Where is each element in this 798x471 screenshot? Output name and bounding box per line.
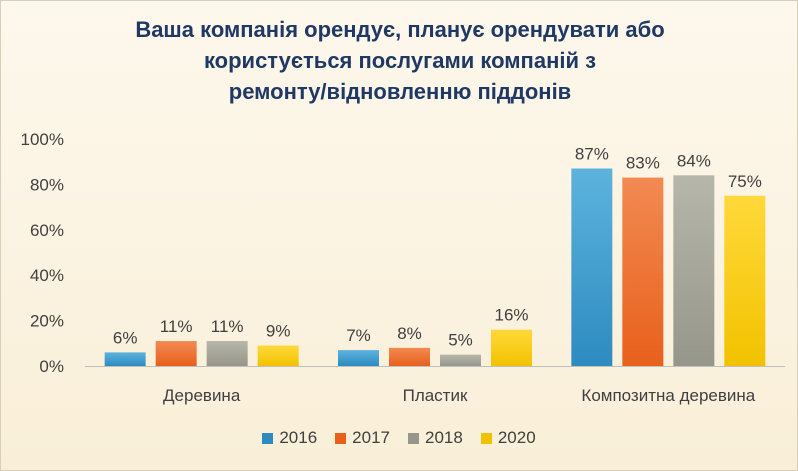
bar-2016-2 <box>571 168 613 366</box>
legend-label-2020: 2020 <box>497 428 536 447</box>
y-tick-label: 0% <box>39 357 64 376</box>
legend-label-2017: 2017 <box>352 428 390 447</box>
bar-2016-1 <box>338 350 379 366</box>
data-label-2020-1: 16% <box>494 306 528 325</box>
bar-2020-2 <box>724 195 766 366</box>
bar-2020-1 <box>491 329 532 366</box>
legend-item-2018: 2018 <box>408 428 463 448</box>
x-category-label: Композитна деревина <box>581 386 755 405</box>
bar-2017-2 <box>622 177 664 366</box>
x-category-label: Деревина <box>163 386 241 405</box>
y-tick-label: 40% <box>30 266 64 285</box>
chart-title-line-1: Ваша компанія орендує, планує орендувати… <box>135 17 665 42</box>
data-label-2016-1: 7% <box>346 326 371 345</box>
legend: 2016 2017 2018 2020 <box>0 428 798 448</box>
data-label-2017-2: 83% <box>626 154 660 173</box>
y-tick-label: 80% <box>30 175 64 194</box>
y-axis: 0% 20% 40% 60% 80% 100% <box>21 130 64 376</box>
legend-swatch-2018 <box>408 432 419 444</box>
data-label-2018-1: 5% <box>448 331 473 350</box>
legend-swatch-2020 <box>480 432 492 444</box>
data-label-2018-2: 84% <box>677 151 711 170</box>
x-axis: Деревина Пластик Композитна деревина <box>85 366 785 405</box>
bars: 6% 11% 11% 9% 7% 8% 5% 16% 87% 83% 84% 75% <box>104 145 766 366</box>
y-tick-label: 100% <box>21 130 64 149</box>
bar-2018-0 <box>206 341 248 366</box>
data-label-2017-1: 8% <box>397 324 422 343</box>
chart-title: Ваша компанія орендує, планує орендувати… <box>60 14 740 107</box>
bar-2016-0 <box>104 352 146 366</box>
data-label-2017-0: 11% <box>160 317 193 336</box>
legend-label-2018: 2018 <box>425 428 463 447</box>
legend-label-2016: 2016 <box>279 428 318 447</box>
legend-item-2016: 2016 <box>262 428 317 448</box>
bar-2020-0 <box>257 345 299 366</box>
legend-swatch-2017 <box>335 432 347 444</box>
chart-title-line-2: користується послугами компаній з <box>203 48 597 73</box>
bar-2017-1 <box>389 347 430 366</box>
data-label-2018-0: 11% <box>211 317 244 336</box>
data-label-2020-0: 9% <box>266 322 291 341</box>
data-label-2016-0: 6% <box>113 328 138 347</box>
data-label-2016-2: 87% <box>575 145 609 164</box>
legend-item-2020: 2020 <box>480 428 536 448</box>
bar-2017-0 <box>155 341 197 366</box>
legend-swatch-2016 <box>262 432 274 444</box>
chart-title-line-3: ремонту/відновленню піддонів <box>228 79 572 104</box>
x-category-label: Пластик <box>403 386 468 405</box>
data-label-2020-2: 75% <box>728 172 762 191</box>
bar-2018-1 <box>440 354 481 366</box>
y-tick-label: 60% <box>30 221 64 240</box>
legend-item-2017: 2017 <box>335 428 390 448</box>
bar-2018-2 <box>673 175 715 366</box>
y-tick-label: 20% <box>30 312 64 331</box>
